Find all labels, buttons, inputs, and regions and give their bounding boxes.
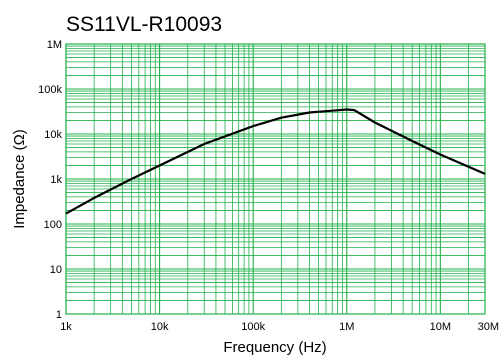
x-tick-label: 30M	[478, 321, 499, 333]
y-tick-label: 10	[50, 264, 62, 276]
x-tick-label: 1M	[339, 321, 354, 333]
x-tick-label: 1k	[60, 321, 72, 333]
y-tick-label: 100	[44, 219, 62, 231]
y-tick-label: 10k	[44, 129, 62, 141]
x-tick-label: 10M	[430, 321, 451, 333]
plot-frame	[65, 43, 486, 315]
series-group	[65, 108, 486, 215]
x-tick-labels: 1k 10k 100k 1M 10M 30M	[60, 321, 499, 333]
chart-title: SS11VL-R10093	[66, 13, 222, 36]
x-tick-label: 100k	[241, 321, 265, 333]
grid	[65, 43, 486, 315]
x-axis-label: Frequency (Hz)	[223, 339, 326, 356]
y-axis-label: Impedance (Ω)	[11, 129, 28, 229]
y-tick-labels: 1 10 100 1k 10k 100k 1M	[38, 39, 62, 321]
impedance-curve	[65, 108, 486, 215]
y-tick-label: 1M	[47, 39, 62, 51]
y-tick-label: 1k	[50, 174, 62, 186]
y-tick-label: 100k	[38, 84, 62, 96]
x-tick-label: 10k	[151, 321, 169, 333]
y-tick-label: 1	[56, 309, 62, 321]
